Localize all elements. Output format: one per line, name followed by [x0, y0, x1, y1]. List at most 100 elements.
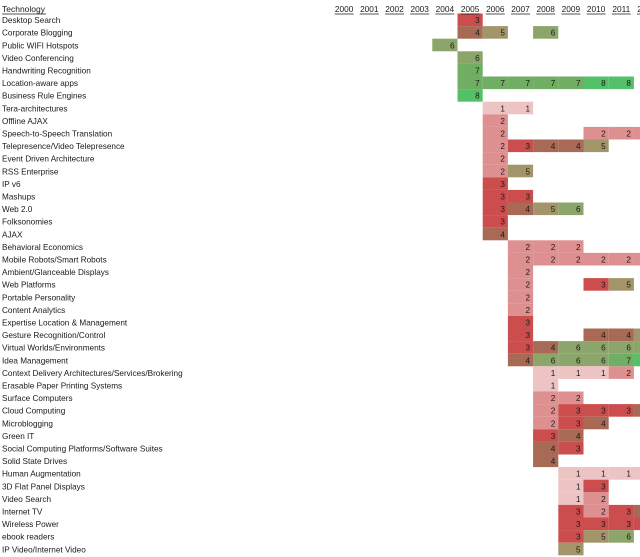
heatmap-cell — [608, 530, 634, 543]
cell-value-label: 1 — [576, 495, 581, 504]
cell-value-label: 2 — [626, 369, 631, 378]
row-label: Handwriting Recognition — [2, 67, 91, 76]
heatmap-cell — [558, 353, 584, 367]
row-label: Speech-to-Speech Translation — [2, 130, 113, 139]
heatmap-cell — [507, 101, 534, 115]
row-label: Ambient/Glanceable Displays — [2, 268, 109, 277]
row-label: Web 2.0 — [2, 205, 33, 214]
heatmap-cell — [482, 126, 508, 140]
year-header-2006: 2006 — [486, 4, 505, 14]
heatmap-cell — [482, 101, 508, 115]
cell-value-label: 2 — [551, 407, 556, 416]
row-label: Event Driven Architecture — [2, 155, 95, 164]
cell-value-label: 2 — [526, 293, 531, 302]
cell-value-label: 4 — [601, 331, 606, 340]
row-label: Video Conferencing — [2, 54, 74, 63]
row-label: Folksonomies — [2, 218, 53, 227]
heatmap-cell — [633, 404, 640, 417]
heatmap-cell — [633, 517, 640, 531]
heatmap-cell — [482, 76, 508, 90]
heatmap-cell — [608, 252, 634, 266]
row-label: Location-aware apps — [2, 79, 78, 88]
heatmap-cell — [558, 504, 584, 518]
heatmap-cell — [608, 366, 634, 379]
cell-value-label: 4 — [526, 356, 531, 365]
year-header-2012: 2012 — [637, 4, 640, 14]
year-header-2001: 2001 — [360, 4, 379, 14]
heatmap-cell — [533, 139, 559, 153]
cell-value-label: 3 — [576, 520, 581, 529]
heatmap-cell — [633, 328, 640, 342]
cell-value-label: 4 — [551, 142, 556, 151]
heatmap-cell — [482, 26, 508, 39]
cell-value-label: 2 — [576, 243, 581, 252]
year-headers: 2000 2001 2002 2003 2004 2005 2006 2007 2008 2009… — [334, 4, 640, 15]
heatmap-cell — [507, 328, 534, 342]
heatmap-cell — [507, 252, 534, 266]
heatmap-cell — [482, 139, 508, 153]
cell-value-label: 4 — [475, 29, 480, 38]
cell-value-label: 6 — [576, 356, 581, 365]
cell-value-label: 3 — [626, 520, 631, 529]
cell-value-label: 2 — [500, 142, 505, 151]
cell-value-label: 7 — [526, 79, 531, 88]
cell-value-label: 1 — [551, 382, 556, 391]
heatmap-cell — [533, 26, 559, 39]
cell-value-label: 6 — [551, 356, 556, 365]
heatmap-cell — [583, 467, 609, 480]
heatmap-cell — [507, 202, 534, 216]
cell-value-label: 4 — [500, 230, 505, 239]
cell-value-label: 6 — [601, 344, 606, 353]
heatmap-cell — [558, 479, 584, 493]
heatmap-cell — [457, 51, 483, 64]
heatmap-cell — [608, 404, 634, 417]
row-label: Expertise Location & Management — [2, 319, 128, 328]
row-header-label: Technology — [2, 4, 46, 14]
heatmap-cell — [432, 38, 458, 52]
heatmap-cell — [558, 441, 584, 455]
header: Technology — [2, 4, 46, 15]
heatmap-cell — [608, 76, 634, 90]
cell-value-label: 1 — [576, 470, 581, 479]
row-label: Mobile Robots/Smart Robots — [2, 256, 107, 265]
heatmap-cell — [583, 278, 609, 291]
cell-value-label: 2 — [500, 167, 505, 176]
heatmap-cell — [533, 252, 559, 266]
cell-value-label: 5 — [500, 29, 505, 38]
heatmap-cell — [482, 152, 508, 165]
cell-value-label: 7 — [576, 79, 581, 88]
cell-value-label: 2 — [551, 243, 556, 252]
year-header-2009: 2009 — [562, 4, 581, 14]
heatmap-cell — [608, 341, 634, 354]
heatmap-cell — [558, 240, 584, 253]
row-label: Content Analytics — [2, 306, 65, 315]
row-label: AJAX — [2, 230, 23, 239]
heatmap-cell — [533, 353, 559, 367]
cell-value-label: 3 — [601, 520, 606, 529]
row-label: ebook readers — [2, 533, 54, 542]
cell-value-label: 2 — [526, 268, 531, 277]
row-label: Green IT — [2, 432, 34, 441]
cell-value-label: 3 — [626, 407, 631, 416]
heatmap-cell — [558, 404, 584, 417]
heatmap-cell — [583, 530, 609, 543]
row-label: Video Search — [2, 495, 51, 504]
heatmap-cell — [533, 76, 559, 90]
heatmap-cell — [558, 252, 584, 266]
heatmap-cell — [507, 278, 534, 291]
year-header-2004: 2004 — [436, 4, 455, 14]
cell-value-label: 1 — [551, 369, 556, 378]
year-header-2007: 2007 — [511, 4, 530, 14]
heatmap-cell — [558, 76, 584, 90]
heatmap-cell — [482, 164, 508, 178]
cell-value-label: 5 — [601, 533, 606, 542]
year-header-2005: 2005 — [461, 4, 480, 14]
heatmap-cell — [583, 504, 609, 518]
cell-value-label: 3 — [601, 482, 606, 491]
heatmap-cell — [507, 164, 534, 178]
cell-value-label: 1 — [526, 104, 531, 113]
cell-value-label: 8 — [626, 79, 631, 88]
cell-value-label: 6 — [626, 533, 631, 542]
cell-value-label: 2 — [601, 495, 606, 504]
row-label: Erasable Paper Printing Systems — [2, 382, 122, 391]
